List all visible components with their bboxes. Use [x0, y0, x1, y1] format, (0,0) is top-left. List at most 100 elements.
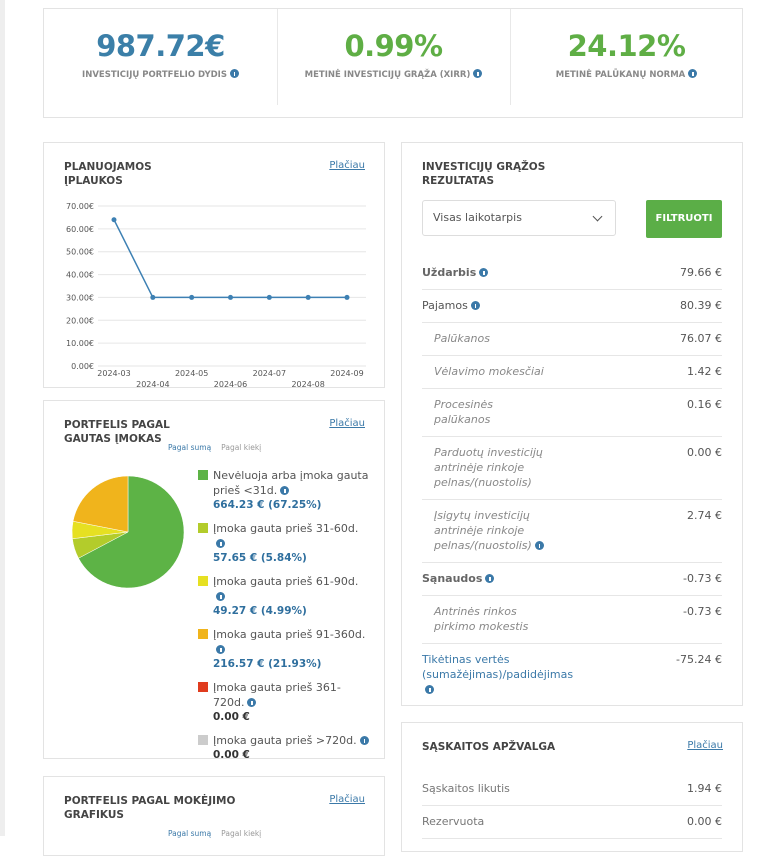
legend-item: Nevėluoja arba įmoka gauta prieš <31d. 66… [198, 468, 370, 513]
row-value: 1.42 € [687, 365, 722, 378]
row-value: 0.00 € [687, 446, 722, 459]
x-tick-label: 2024-05 [175, 369, 208, 378]
planned-card: PLANUOJAMOS ĮPLAUKOS Plačiau 0.00€ 10.00€ 20… [43, 142, 385, 388]
row-label-text: Uždarbis [422, 266, 477, 279]
info-icon [425, 685, 434, 694]
result-row: Antrinės rinkos pirkimo mokestis -0.73 € [422, 596, 722, 644]
info-icon [470, 301, 480, 310]
row-value: -75.24 € [676, 653, 722, 666]
card-title: PLANUOJAMOS ĮPLAUKOS [64, 161, 152, 187]
legend-value: 57.65 € (5.84%) [213, 552, 307, 564]
row-label: Rezervuota [422, 815, 485, 828]
legend: Nevėluoja arba įmoka gauta prieš <31d. 66… [198, 468, 370, 771]
stat: 24.12% METINĖ PALŪKANŲ NORMA [510, 9, 743, 117]
point [305, 294, 311, 300]
legend-item: Įmoka gauta prieš 91-360d. 216.57 € (21.9… [198, 627, 370, 672]
toggle-option[interactable]: Pagal kiekį [221, 829, 262, 838]
stat-value: 24.12% [567, 29, 686, 63]
stat-label-text: METINĖ PALŪKANŲ NORMA [555, 70, 686, 80]
page: {"stats":[{"value":"987.72€","label":"IN… [0, 0, 776, 836]
row-label-text: Antrinės rinkos pirkimo mokestis [434, 605, 529, 633]
side-strip [0, 0, 5, 836]
result-row: Palūkanos 76.07 € [422, 323, 722, 356]
more-link[interactable]: Plačiau [329, 418, 365, 429]
toggle: Pagal sumą Pagal kiekį [168, 829, 261, 838]
legend-item: Įmoka gauta prieš 31-60d. 57.65 € (5.84%) [198, 521, 370, 566]
row-label: Procesinės palūkanos [422, 397, 547, 427]
account-row: Sąskaitos likutis 1.94 € [422, 773, 722, 806]
legend-item: Įmoka gauta prieš >720d. 0.00 € [198, 733, 370, 763]
row-value: 0.16 € [687, 398, 722, 411]
legend-swatch [198, 629, 208, 639]
stat-label: METINĖ PALŪKANŲ NORMA [510, 69, 743, 80]
point [111, 217, 117, 223]
result-row: Uždarbis 79.66 € [422, 257, 722, 290]
row-label: Sąskaitos likutis [422, 782, 510, 795]
card-title: PORTFELIS PAGAL MOKĖJIMO GRAFIKUS [64, 795, 236, 821]
legend-swatch [198, 735, 208, 745]
period-select[interactable]: Visas laikotarpis [422, 200, 616, 236]
stat-label-text: METINĖ INVESTICIJŲ GRĄŽA (XIRR) [304, 70, 471, 80]
more-link[interactable]: Plačiau [687, 740, 723, 751]
result-row: Vėlavimo mokesčiai 1.42 € [422, 356, 722, 389]
row-label-text: Vėlavimo mokesčiai [434, 365, 544, 378]
legend-value: 664.23 € (67.25%) [213, 499, 322, 511]
row-label: Pajamos [422, 298, 480, 313]
y-tick-label: 50.00€ [66, 248, 94, 257]
result-row: Procesinės palūkanos 0.16 € [422, 389, 722, 437]
x-tick-label: 2024-04 [136, 380, 169, 387]
stats-card: 987.72€ INVESTICIJŲ PORTFELIO DYDIS 0.99% M… [43, 8, 743, 118]
y-tick-label: 60.00€ [66, 225, 94, 234]
row-label: Sąnaudos [422, 571, 495, 586]
row-label-text: Tikėtinas vertės (sumažėjimas)/padidėjim… [422, 653, 574, 681]
info-icon [247, 698, 257, 707]
toggle-option[interactable]: Pagal sumą [168, 443, 212, 452]
row-label: Antrinės rinkos pirkimo mokestis [422, 604, 547, 634]
stat: 987.72€ INVESTICIJŲ PORTFELIO DYDIS [44, 9, 277, 117]
account-row: Rezervuota 0.00 € [422, 806, 722, 839]
row-value: 79.66 € [680, 266, 722, 279]
filter-button[interactable]: FILTRUOTI [646, 200, 722, 238]
stat-value: 0.99% [344, 29, 443, 63]
legend-label: Įmoka gauta prieš >720d. [213, 734, 357, 747]
point [150, 294, 156, 300]
row-label: Parduotų investicijų antrinėje rinkoje p… [422, 445, 547, 490]
row-label: Tikėtinas vertės (sumažėjimas)/padidėjim… [422, 652, 582, 697]
toggle-option[interactable]: Pagal sumą [168, 829, 212, 838]
row-label: Įsigytų investicijų antrinėje rinkoje pe… [422, 508, 547, 553]
result-row: Sąnaudos -0.73 € [422, 563, 722, 596]
legend-label: Nevėluoja arba įmoka gauta prieš <31d. [213, 469, 369, 497]
y-tick-label: 10.00€ [66, 339, 94, 348]
x-tick-label: 2024-03 [97, 369, 130, 378]
result-row: Parduotų investicijų antrinėje rinkoje p… [422, 437, 722, 500]
legend-swatch [198, 682, 208, 692]
stat: 0.99% METINĖ INVESTICIJŲ GRĄŽA (XIRR) [277, 9, 510, 117]
point [344, 294, 350, 300]
legend-label: Įmoka gauta prieš 61-90d. [213, 575, 359, 588]
legend-value: 49.27 € (4.99%) [213, 605, 307, 617]
row-value: 80.39 € [680, 299, 722, 312]
pie-chart [71, 475, 185, 589]
more-link[interactable]: Plačiau [329, 794, 365, 805]
stat-label: INVESTICIJŲ PORTFELIO DYDIS [44, 69, 277, 80]
stat-value: 987.72€ [96, 29, 225, 63]
y-tick-label: 30.00€ [66, 293, 94, 302]
toggle-option[interactable]: Pagal kiekį [221, 443, 262, 452]
point [189, 294, 195, 300]
point [266, 294, 272, 300]
line [113, 219, 347, 299]
legend-value: 0.00 € [213, 749, 250, 761]
legend-label: Įmoka gauta prieš 91-360d. [213, 628, 366, 641]
stat-label: METINĖ INVESTICIJŲ GRĄŽA (XIRR) [277, 69, 510, 80]
y-tick-label: 70.00€ [66, 202, 94, 211]
info-icon [216, 592, 225, 601]
info-icon [359, 736, 369, 745]
row-label-text: Įsigytų investicijų antrinėje rinkoje pe… [434, 509, 532, 552]
row-value: -0.73 € [683, 605, 722, 618]
more-link[interactable]: Plačiau [329, 160, 365, 171]
row-label-text: Palūkanos [434, 332, 490, 345]
returns-card: INVESTICIJŲ GRĄŽOS REZULTATAS Visas laiko… [401, 142, 743, 706]
row-value: -0.73 € [683, 572, 722, 585]
info-icon [479, 268, 489, 277]
legend-value: 216.57 € (21.93%) [213, 658, 322, 670]
